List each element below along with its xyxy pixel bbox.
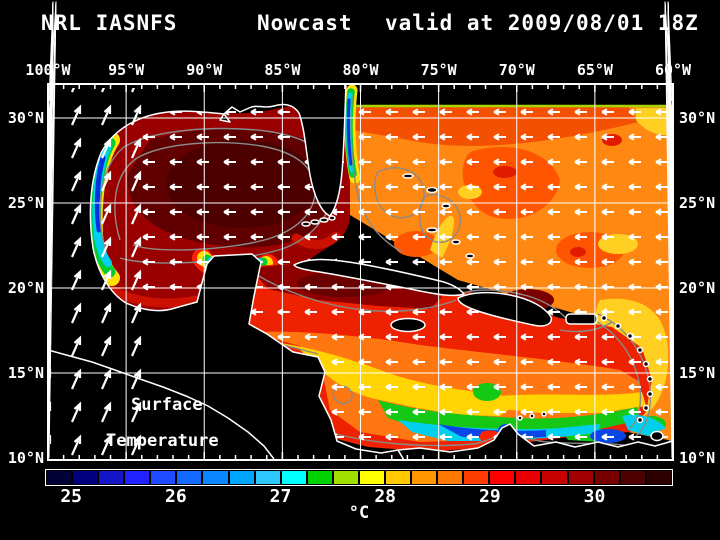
puerto-rico-island — [565, 313, 598, 325]
map-border — [47, 83, 674, 461]
colorbar-tick-label: 30 — [583, 486, 606, 507]
lesser-antilles-islands — [600, 314, 664, 442]
colorbar-tick-label: 29 — [478, 486, 501, 507]
colorbar-cell — [255, 471, 280, 484]
colorbar-cell — [307, 471, 332, 484]
lon-tick-label: 85°W — [264, 61, 301, 79]
graticule-line — [48, 1, 57, 459]
lat-tick-label-right: 15°N — [679, 364, 716, 382]
florida-keys-islands — [301, 215, 336, 227]
jamaica-island — [390, 317, 426, 333]
colorbar-cell — [646, 471, 671, 484]
colorbar — [45, 469, 673, 486]
lat-tick-label-right: 30°N — [679, 109, 716, 127]
colorbar-cell — [281, 471, 306, 484]
colorbar-tick-label: 25 — [60, 486, 82, 507]
colorbar-cell — [386, 471, 411, 484]
lon-tick-label: 65°W — [576, 61, 613, 79]
lon-tick-label: 80°W — [342, 61, 379, 79]
lon-tick-label: 70°W — [498, 61, 535, 79]
cuba-island — [293, 258, 465, 297]
lat-tick-label-right: 25°N — [679, 194, 716, 212]
lon-tick-label: 100°W — [25, 61, 71, 79]
colorbar-cell — [359, 471, 385, 484]
lon-tick-label: 60°W — [654, 61, 692, 79]
colorbar-cell — [490, 471, 515, 484]
colorbar-cell — [125, 471, 150, 484]
title-product: Nowcast — [257, 11, 353, 35]
graticule-layer — [47, 1, 674, 460]
colorbar-cell — [412, 471, 437, 484]
colorbar-cell — [229, 471, 254, 484]
south-america-land — [397, 423, 673, 460]
colorbar-cell — [203, 471, 228, 484]
title-model: NRL IASNFS — [41, 11, 178, 35]
colorbar-tick-label: 26 — [164, 486, 187, 507]
colorbar-cell — [568, 471, 593, 484]
lon-tick-label: 95°W — [108, 61, 145, 79]
colorbar-cell — [542, 471, 567, 484]
graticule-line — [48, 1, 54, 442]
abc-islands — [517, 411, 547, 421]
colorbar-cell — [438, 471, 463, 484]
overlay-label-surface: Surface — [131, 395, 203, 415]
colorbar-cell — [73, 471, 98, 484]
lat-tick-label-left: 10°N — [7, 449, 44, 467]
lat-tick-label-left: 20°N — [7, 279, 44, 297]
lon-tick-label: 75°W — [420, 61, 457, 79]
lat-tick-label-left: 15°N — [7, 364, 44, 382]
lat-tick-label-left: 30°N — [7, 109, 44, 127]
colorbar-cell — [47, 471, 72, 484]
colorbar-cell — [464, 471, 489, 484]
trinidad-island — [650, 430, 664, 442]
colorbar-tick-label: 27 — [269, 486, 292, 507]
wind-vector-field-west — [50, 88, 142, 456]
lon-tick-label: 90°W — [186, 61, 223, 79]
colorbar-cell — [177, 471, 202, 484]
colorbar-unit-label: °C — [348, 503, 370, 523]
colorbar-cell — [620, 471, 645, 484]
lat-tick-label-right: 20°N — [679, 279, 716, 297]
lat-tick-label-left: 25°N — [7, 194, 44, 212]
overlay-label-temperature: Temperature — [106, 431, 219, 451]
colorbar-tick-label: 28 — [374, 486, 396, 507]
title-valid-time: valid at 2009/08/01 18Z — [385, 11, 699, 35]
colorbar-cell — [333, 471, 358, 484]
colorbar-cell — [151, 471, 176, 484]
colorbar-cell — [594, 471, 619, 484]
graticule-line — [664, 1, 673, 459]
lat-tick-label-right: 10°N — [679, 449, 716, 467]
graticule-line — [667, 1, 673, 442]
hispaniola-island — [457, 291, 553, 327]
colorbar-cell — [99, 471, 124, 484]
colorbar-cell — [516, 471, 541, 484]
bahamas-islands — [402, 173, 475, 259]
